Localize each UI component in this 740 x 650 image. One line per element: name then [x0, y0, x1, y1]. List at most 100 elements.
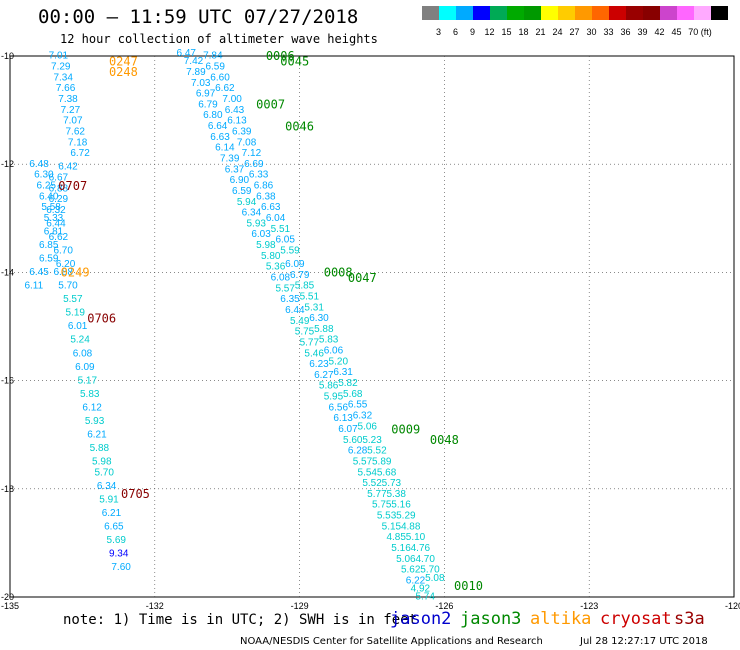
swh-value-label: 5.75: [295, 327, 315, 338]
swh-value-label: 6.13: [333, 413, 353, 424]
lon-tick-label: -120: [725, 601, 740, 611]
legend-cryosat: cryosat: [600, 609, 672, 629]
swh-value-label: 7.60: [111, 562, 131, 573]
track-time-label: 0045: [280, 54, 309, 68]
track-time-label: 0048: [430, 433, 459, 447]
generated-timestamp: Jul 28 12:27:17 UTC 2018: [580, 636, 708, 647]
swh-value-label: 6.30: [34, 170, 54, 181]
swh-value-label: 5.20: [329, 356, 349, 367]
page-title: 00:00 — 11:59 UTC 07/27/2018: [38, 6, 359, 28]
swh-value-label: 5.17: [78, 375, 98, 386]
plot-frame: [9, 55, 735, 598]
track-time-label: 0010: [454, 579, 483, 593]
swh-value-label: 5.86: [319, 381, 339, 392]
swh-value-label: 6.88: [49, 183, 69, 194]
swh-value-label: 5.53: [377, 511, 397, 522]
swh-value-label: 5.06: [358, 421, 378, 432]
swh-value-label: 5.10: [406, 532, 426, 543]
swh-value-label: 7.34: [53, 72, 73, 83]
swh-value-label: 6.48: [29, 159, 49, 170]
swh-value-label: 5.08: [425, 573, 445, 584]
colorbar-label: 70 (ft): [688, 27, 712, 37]
colorbar-swatch: [643, 6, 660, 20]
swh-value-label: 6.28: [348, 446, 368, 457]
colorbar-swatch: [694, 6, 711, 20]
swh-value-label: 5.70: [94, 467, 114, 478]
swh-value-label: 5.15: [382, 521, 402, 532]
swh-value-label: 5.82: [338, 378, 358, 389]
swh-value-label: 6.12: [82, 402, 102, 413]
swh-value-label: 6.55: [348, 400, 368, 411]
swh-value-label: 5.91: [99, 494, 119, 505]
track-time-label: 0006: [266, 49, 295, 63]
swh-value-label: 7.39: [220, 153, 240, 164]
swh-value-label: 7.66: [56, 83, 76, 94]
colorbar-label: 24: [552, 27, 563, 37]
swh-value-label: 6.21: [102, 508, 122, 519]
colorbar-swatch: [507, 6, 524, 20]
swh-value-label: 6.43: [225, 105, 245, 116]
page-subtitle: 12 hour collection of altimeter wave hei…: [60, 32, 378, 46]
track-time-label: 0009: [391, 422, 420, 436]
swh-value-label: 6.23: [309, 359, 329, 370]
swh-value-label: 7.42: [184, 56, 204, 67]
swh-value-label: 6.34: [242, 208, 262, 219]
colorbar-swatch: [660, 6, 677, 20]
swh-value-label: 5.70: [58, 281, 78, 292]
swh-value-label: 7.38: [58, 94, 78, 105]
swh-value-label: 6.08: [73, 348, 93, 359]
colorbar-label: 45: [671, 27, 682, 37]
swh-value-label: 5.51: [300, 291, 320, 302]
swh-value-label: 7.89: [186, 67, 206, 78]
swh-value-label: 4.70: [415, 554, 435, 565]
swh-value-label: 6.11: [24, 281, 43, 292]
swh-value-label: 6.06: [324, 346, 344, 357]
legend-s3a: s3a: [674, 609, 705, 629]
swh-value-label: 6.05: [275, 235, 295, 246]
colorbar-swatch: [677, 6, 694, 20]
swh-value-label: 5.68: [343, 389, 363, 400]
swh-value-label: 5.24: [70, 335, 90, 346]
swh-value-label: 5.88: [90, 443, 110, 454]
swh-value-label: 5.52: [367, 446, 387, 457]
swh-value-label: 6.27: [314, 370, 334, 381]
swh-value-label: 6.20: [56, 259, 76, 270]
swh-value-label: 5.60: [343, 435, 363, 446]
colorbar-swatch: [592, 6, 609, 20]
swh-value-label: 5.49: [290, 316, 310, 327]
swh-value-label: 5.52: [362, 478, 382, 489]
swh-value-label: 5.98: [92, 456, 112, 467]
lon-tick-label: -135: [1, 601, 19, 611]
swh-value-label: 4.88: [401, 521, 421, 532]
swh-value-label: 6.59: [232, 186, 252, 197]
colorbar-swatch: [439, 6, 456, 20]
lat-tick-label: -12: [1, 159, 14, 169]
swh-value-label: 5.83: [80, 389, 100, 400]
colorbar-label: 15: [501, 27, 512, 37]
swh-value-label: 5.36: [266, 262, 286, 273]
swh-value-label: 7.03: [191, 78, 211, 89]
swh-value-label: 6.44: [46, 218, 66, 229]
swh-value-label: 6.86: [254, 181, 274, 192]
colorbar-swatch: [609, 6, 626, 20]
swh-value-label: 5.57: [353, 456, 373, 467]
colorbar-swatch: [626, 6, 643, 20]
swh-value-label: 6.37: [225, 164, 245, 175]
colorbar-swatch: [575, 6, 592, 20]
swh-value-label: 6.33: [249, 170, 269, 181]
swh-value-label: 5.74: [415, 592, 435, 603]
swh-value-label: 7.18: [68, 137, 88, 148]
swh-value-label: 5.88: [314, 324, 334, 335]
swh-value-label: 6.81: [44, 227, 64, 238]
colorbar-label: 12: [484, 27, 495, 37]
colorbar-swatch: [541, 6, 558, 20]
swh-value-label: 7.07: [63, 116, 83, 127]
swh-value-label: 6.62: [49, 232, 69, 243]
swh-value-label: 5.68: [377, 467, 397, 478]
colorbar-swatch: [524, 6, 541, 20]
swh-value-label: 5.16: [391, 500, 411, 511]
swh-value-label: 4.85: [386, 532, 406, 543]
lon-tick-label: -123: [580, 601, 598, 611]
swh-value-label: 4.92: [411, 584, 431, 595]
swh-value-label: 6.21: [87, 429, 107, 440]
